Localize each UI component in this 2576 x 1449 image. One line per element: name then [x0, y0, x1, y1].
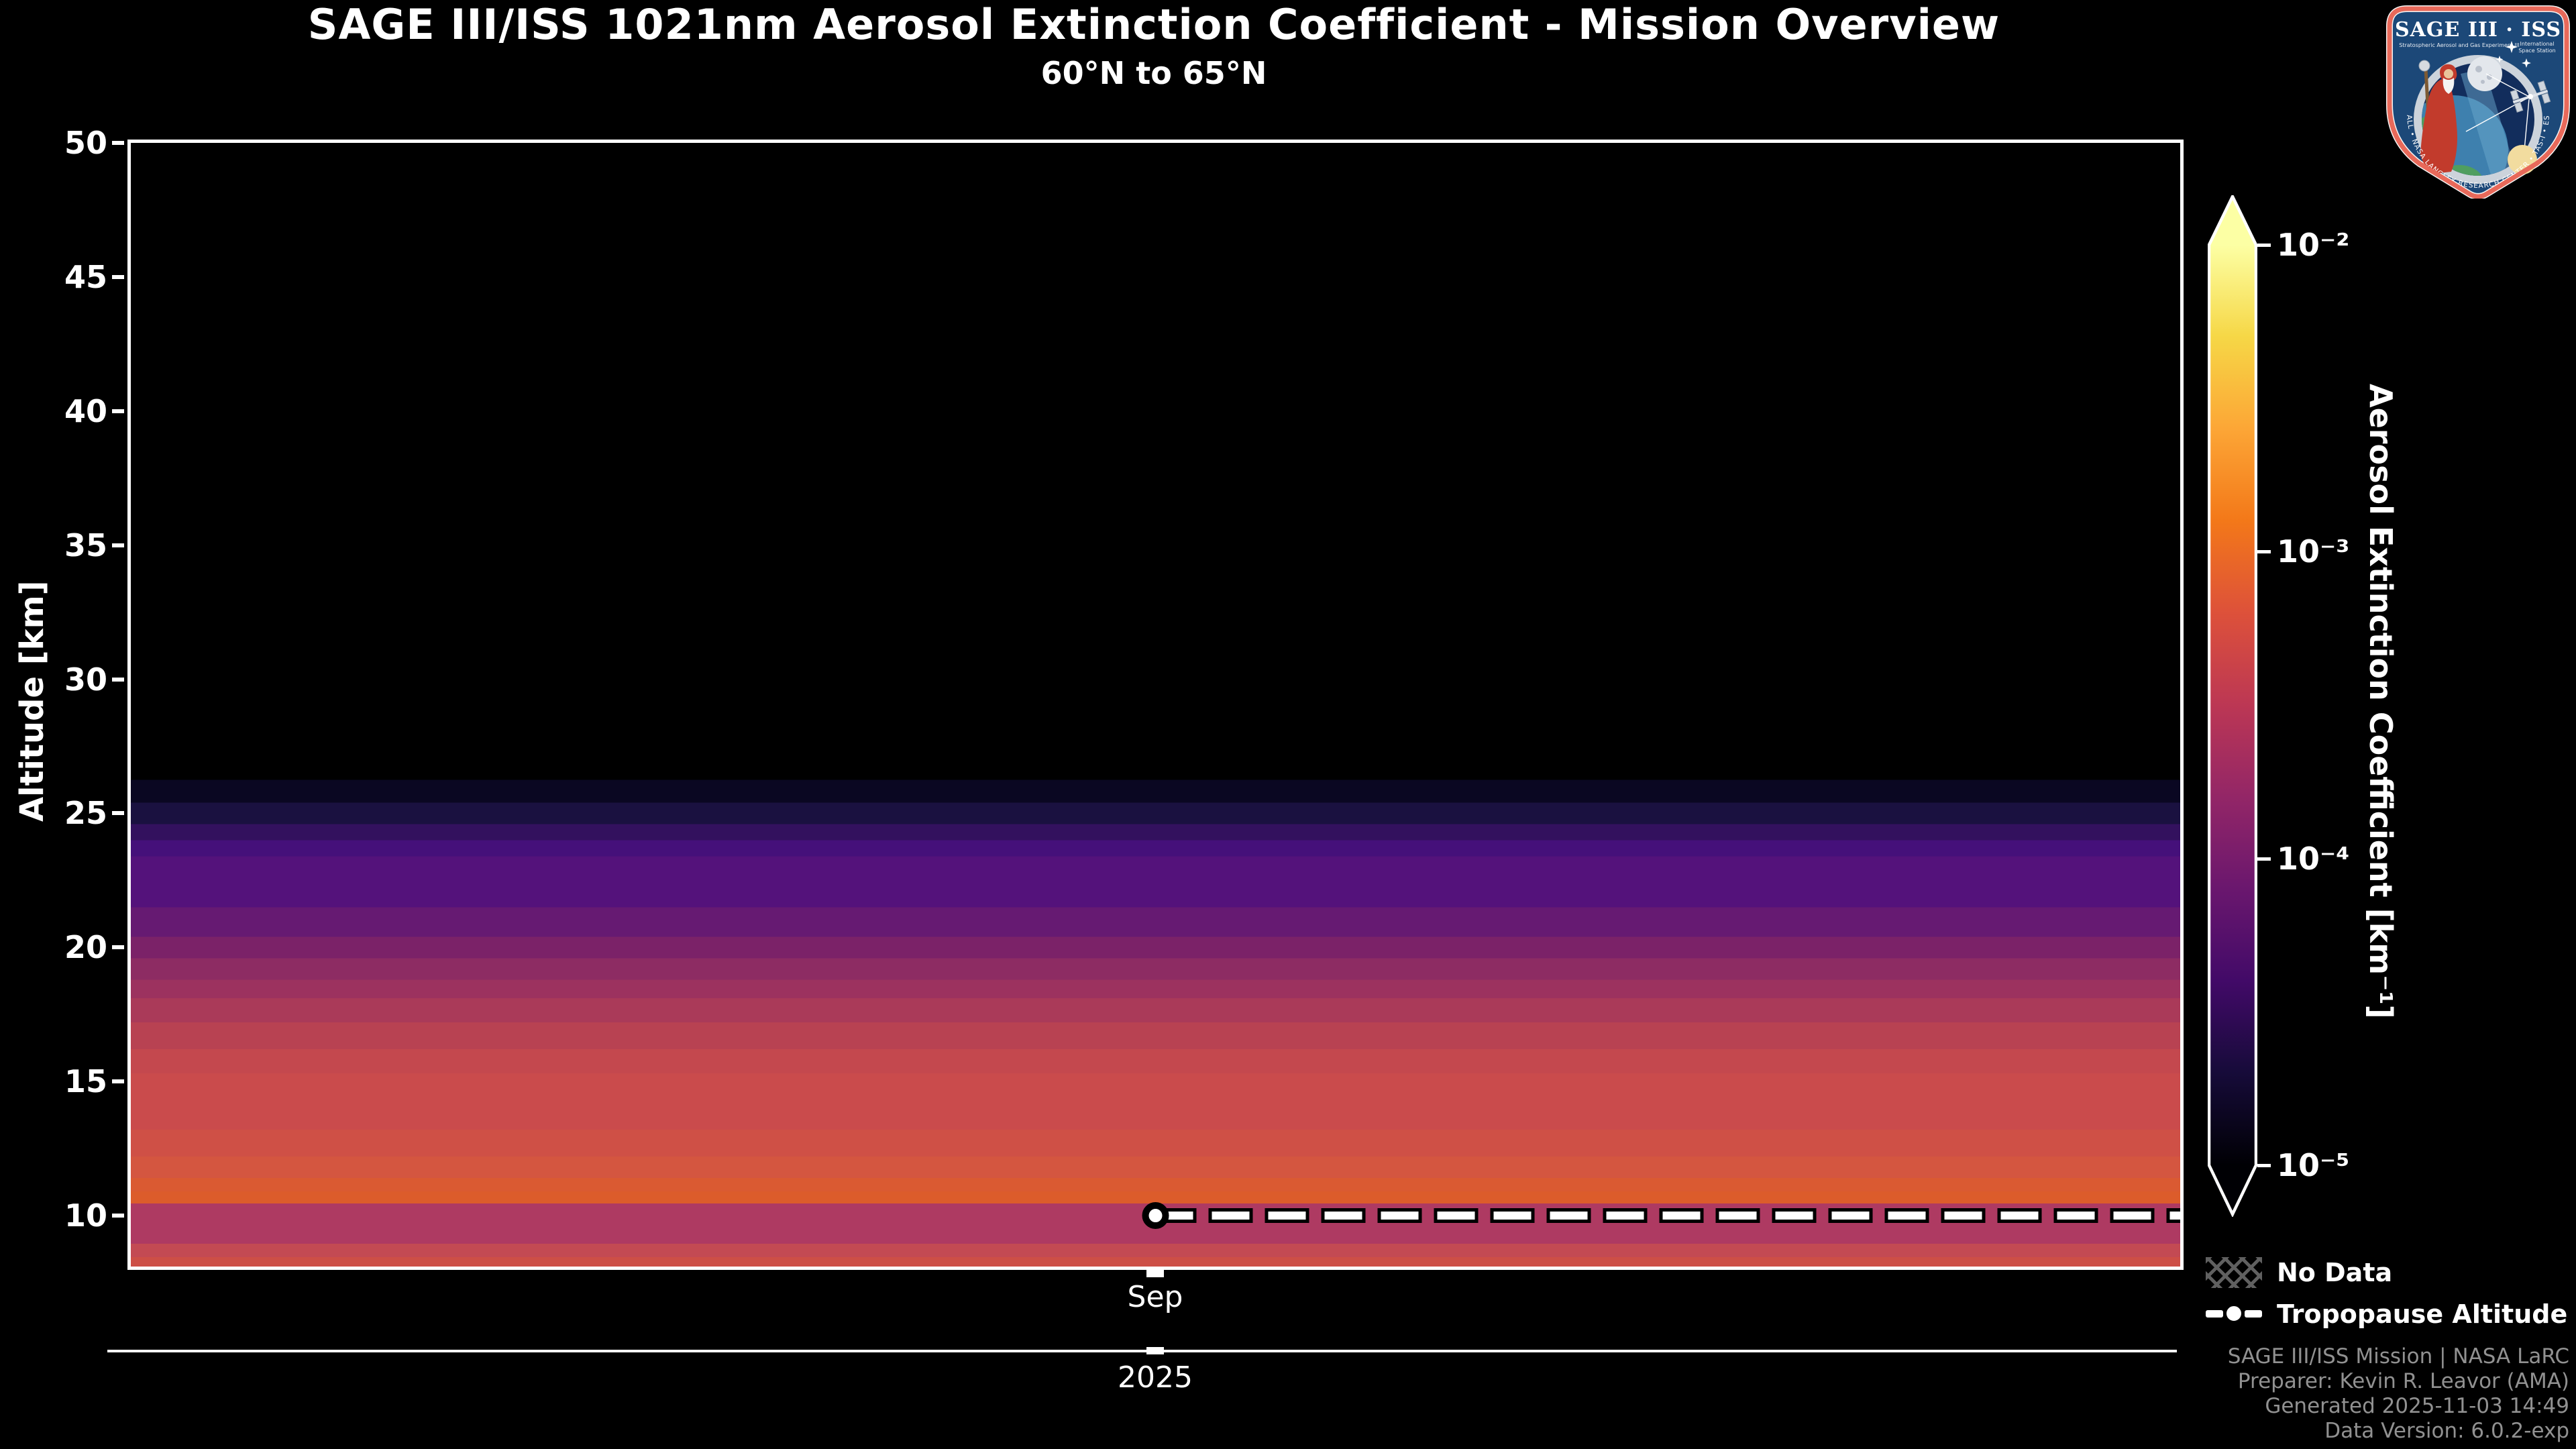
colorbar-tick-label: 10⁻⁵ — [2277, 1147, 2350, 1183]
colorbar-bar — [2208, 195, 2257, 1217]
tropopause-marker — [1142, 1202, 1169, 1230]
page-subtitle: 60°N to 65°N — [1040, 55, 1267, 91]
colorbar-tick-mark — [2257, 1164, 2271, 1167]
colorbar-tick-label: 10⁻³ — [2277, 533, 2350, 570]
logo-moon — [2467, 56, 2502, 91]
colorbar-tick-mark — [2257, 550, 2271, 554]
y-tick-label: 50 — [64, 125, 107, 161]
y-tick-mark — [112, 1079, 124, 1084]
y-tick-label: 45 — [64, 258, 107, 295]
logo-moon-craters — [2475, 66, 2492, 84]
colorbar-tick-mark — [2257, 244, 2271, 247]
x-tick-mark-sep — [1146, 1270, 1164, 1277]
sage-iss-mission-logo: SAGE III · ISS Stratospheric Aerosol and… — [2384, 4, 2570, 199]
footer-line: Preparer: Kevin R. Leavor (AMA) — [2237, 1369, 2569, 1393]
y-tick-label: 10 — [64, 1197, 107, 1234]
legend-label-tropopause: Tropopause Altitude — [2277, 1299, 2568, 1329]
y-tick-label: 20 — [64, 929, 107, 966]
year-axis-line — [107, 1350, 2177, 1352]
year-tick-mark — [1146, 1347, 1164, 1354]
logo-subtitle-right-1: International — [2520, 41, 2554, 47]
year-label: 2025 — [1118, 1360, 1193, 1395]
y-tick-label: 40 — [64, 392, 107, 429]
footer-line: Data Version: 6.0.2-exp — [2324, 1419, 2569, 1443]
y-tick-mark — [112, 677, 124, 682]
logo-iss — [2510, 80, 2551, 113]
y-tick-mark — [112, 543, 124, 547]
logo-subtitle-right-2: Space Station — [2518, 48, 2555, 54]
y-tick-mark — [112, 945, 124, 950]
page-title: SAGE III/ISS 1021nm Aerosol Extinction C… — [307, 0, 2000, 49]
colorbar-tick-label: 10⁻² — [2277, 227, 2350, 263]
legend-label-no-data: No Data — [2277, 1258, 2393, 1287]
y-tick-label: 15 — [64, 1063, 107, 1100]
logo-stars — [2496, 41, 2531, 68]
y-tick-label: 30 — [64, 661, 107, 698]
y-tick-mark — [112, 274, 124, 279]
colorbar-tick-label: 10⁻⁴ — [2277, 840, 2350, 877]
logo-title: SAGE III · ISS — [2395, 18, 2561, 42]
x-tick-label-sep: Sep — [1127, 1280, 1183, 1314]
logo-wizard — [2418, 60, 2457, 173]
tropopause-line-icon — [2206, 1303, 2262, 1324]
y-tick-label: 35 — [64, 527, 107, 564]
y-tick-mark — [112, 1214, 124, 1218]
y-tick-label: 25 — [64, 795, 107, 832]
y-tick-mark — [112, 141, 124, 145]
logo-subtitle-left: Stratospheric Aerosol and Gas Experiment… — [2399, 42, 2519, 48]
plot-area — [127, 140, 2184, 1270]
y-tick-mark — [112, 811, 124, 816]
no-data-hatch-icon — [2206, 1257, 2262, 1288]
tropopause-overlay — [1142, 1202, 2180, 1230]
colorbar-label: Aerosol Extinction Coefficient [km⁻¹] — [2363, 384, 2399, 1019]
footer-credits: SAGE III/ISS Mission | NASA LaRC Preparer… — [2228, 1344, 2569, 1444]
colorbar-tick-mark — [2257, 857, 2271, 861]
y-tick-mark — [112, 409, 124, 413]
footer-line: Generated 2025-11-03 14:49 — [2265, 1394, 2569, 1418]
footer-line: SAGE III/ISS Mission | NASA LaRC — [2227, 1344, 2569, 1368]
colorbar — [2208, 195, 2257, 1217]
aerosol-extinction-heatmap — [131, 143, 2180, 1267]
